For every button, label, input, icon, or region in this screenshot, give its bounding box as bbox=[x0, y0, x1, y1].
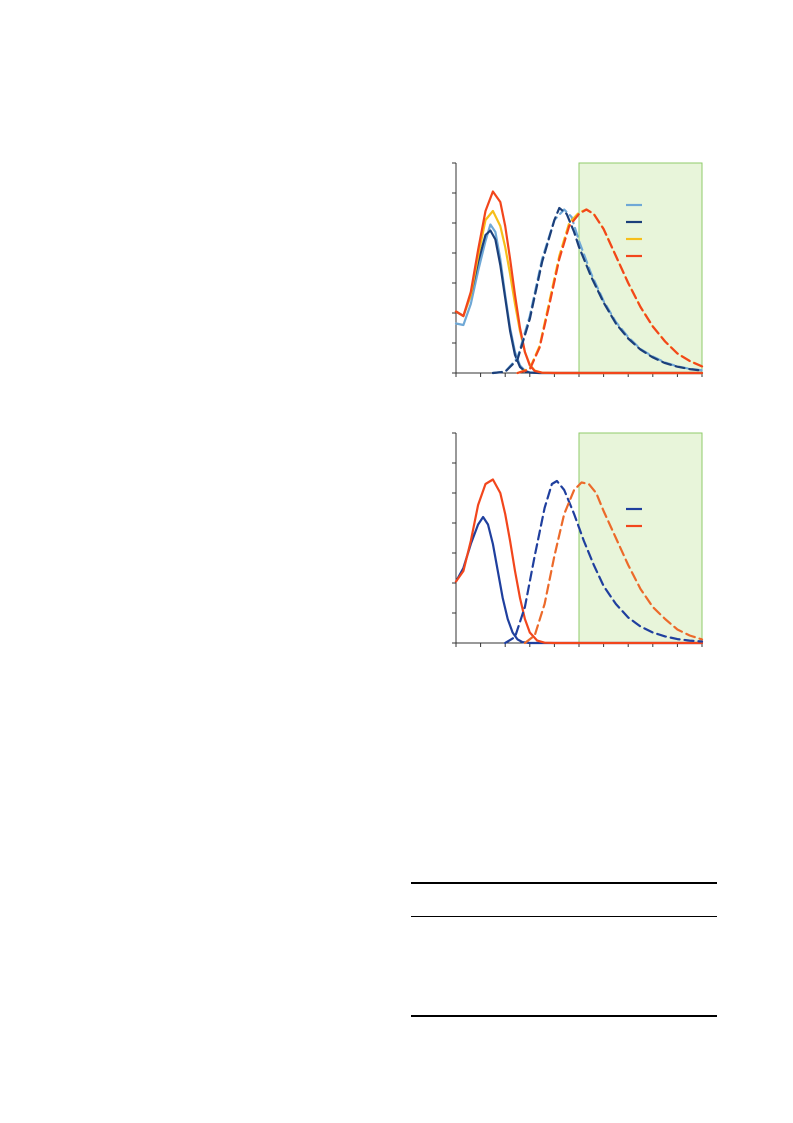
series-line-em_orange_red bbox=[516, 208, 704, 375]
absorption-emission-chart-bottom bbox=[420, 425, 720, 655]
chart-svg-top bbox=[452, 162, 704, 377]
table-top-rule bbox=[411, 882, 717, 884]
series-line-abs_orange_red bbox=[454, 190, 704, 375]
shaded-region bbox=[578, 432, 703, 644]
series-line-em_orange bbox=[523, 481, 704, 645]
data-table bbox=[411, 880, 717, 1020]
series-line-abs_orange_red bbox=[454, 478, 704, 645]
absorption-emission-chart-top bbox=[420, 155, 720, 385]
chart-svg-bottom bbox=[452, 432, 704, 647]
series-line-em_navy bbox=[504, 479, 704, 645]
table-header-rule bbox=[411, 916, 717, 917]
series-line-em_dark_blue bbox=[491, 206, 704, 375]
shaded-region bbox=[578, 162, 703, 374]
table-bottom-rule bbox=[411, 1015, 717, 1017]
